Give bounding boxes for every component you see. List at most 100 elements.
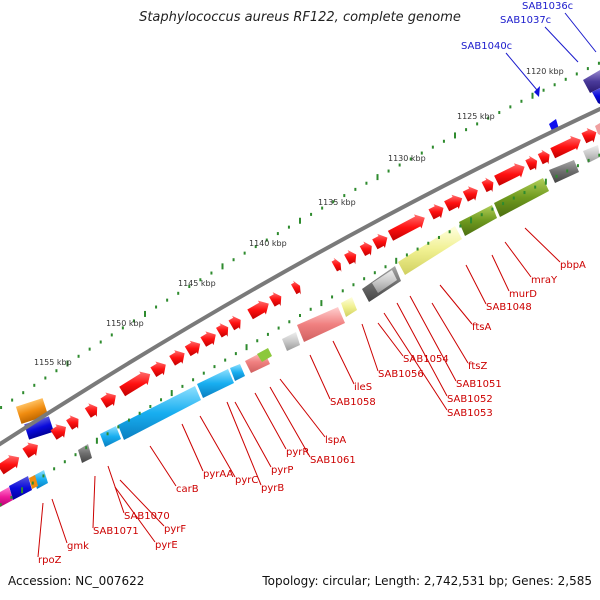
outer-tick (188, 285, 191, 289)
leader-line-blue (505, 52, 538, 91)
inner-tick (42, 474, 45, 478)
gene-label-sab1058[interactable]: SAB1058 (330, 397, 376, 408)
cog-block-olive-2[interactable] (459, 205, 497, 236)
leader-line (114, 486, 156, 543)
gene-arrow (50, 424, 66, 440)
gene-blue-block[interactable] (592, 88, 600, 104)
gene-arrow (291, 280, 301, 295)
leader-line (279, 378, 326, 438)
gene-label-murd[interactable]: murD (509, 289, 537, 300)
gene-sab1040c-arrow[interactable] (534, 86, 540, 97)
gene-arrow (269, 292, 282, 307)
gene-label-sab1054[interactable]: SAB1054 (403, 354, 449, 365)
gene-label-sab1052[interactable]: SAB1052 (447, 394, 493, 405)
cog-block-blue-2[interactable] (197, 369, 234, 398)
gene-label-carb[interactable]: carB (176, 484, 199, 495)
outer-tick (166, 298, 169, 302)
scale-label-1150: 1150 kbp (106, 319, 144, 328)
cog-block-lgray-3[interactable] (282, 332, 300, 351)
inner-tick (74, 453, 77, 457)
gene-label-iles[interactable]: ileS (354, 382, 372, 393)
cog-block-olive-3[interactable] (257, 348, 272, 362)
leader-line (181, 423, 204, 472)
outer-tick (442, 139, 445, 143)
gene-arrow (494, 163, 525, 186)
gene-label-pyraa[interactable]: pyrAA (203, 469, 233, 480)
leader-line (234, 401, 272, 468)
cog-block-blue-3[interactable] (118, 386, 201, 440)
inner-tick (331, 295, 334, 299)
gene-label-sab1061[interactable]: SAB1061 (310, 455, 356, 466)
gene-label-ftsa[interactable]: ftsA (472, 322, 491, 333)
gene-label-sab1037c[interactable]: SAB1037c (500, 15, 551, 26)
leader-line (269, 386, 311, 458)
inner-tick (416, 247, 419, 251)
gene-arrow (550, 135, 581, 159)
outer-tick (321, 206, 324, 210)
outer-tick (420, 151, 423, 155)
leader-line-blue (564, 12, 597, 53)
gene-label-ftsz[interactable]: ftsZ (468, 361, 487, 372)
outer-tick (177, 291, 180, 295)
gene-label-pyrr[interactable]: pyrR (286, 447, 309, 458)
gene-pink-block[interactable] (595, 123, 600, 135)
scale-label-1140: 1140 kbp (249, 239, 287, 248)
cog-block-gray-3[interactable] (78, 444, 92, 463)
gene-label-sab1048[interactable]: SAB1048 (486, 302, 532, 313)
inner-tick (544, 178, 547, 185)
cog-block-pink-1[interactable] (297, 307, 345, 342)
outer-tick (144, 310, 146, 317)
leader-line (199, 415, 236, 478)
gene-label-gmk[interactable]: gmk (67, 541, 89, 552)
gene-label-sab1040c[interactable]: SAB1040c (461, 41, 512, 52)
gene-label-lspa[interactable]: lspA (325, 435, 346, 446)
cog-block-lgray-1[interactable] (583, 145, 600, 163)
gene-label-sab1070[interactable]: SAB1070 (124, 511, 170, 522)
cog-block-yellow-2[interactable] (341, 297, 357, 317)
inner-tick (534, 185, 537, 189)
cog-block-blue-4[interactable] (100, 426, 121, 447)
genome-backbone (0, 106, 600, 447)
gene-label-pyrf[interactable]: pyrF (164, 524, 186, 535)
gene-label-pyrp[interactable]: pyrP (271, 465, 293, 476)
outer-tick (597, 61, 600, 65)
inner-tick (10, 495, 13, 499)
cog-block-magenta[interactable] (0, 487, 13, 507)
outer-tick (498, 111, 501, 115)
gene-label-sab1036c[interactable]: SAB1036c (522, 1, 573, 12)
gene-arrow (481, 177, 494, 193)
outer-tick (287, 225, 290, 229)
outer-tick (11, 398, 14, 402)
gene-label-pyrb[interactable]: pyrB (261, 483, 284, 494)
outer-tick (55, 369, 58, 373)
gene-label-pyrc[interactable]: pyrC (235, 475, 258, 486)
outer-tick (243, 251, 246, 255)
gene-label-sab1053[interactable]: SAB1053 (447, 408, 493, 419)
gene-purple-block[interactable] (583, 70, 600, 93)
inner-tick (566, 169, 569, 173)
gene-label-sab1056[interactable]: SAB1056 (378, 369, 424, 380)
cog-block-blue-1[interactable] (230, 364, 245, 381)
outer-tick (520, 99, 523, 103)
gene-label-pyre[interactable]: pyrE (155, 540, 178, 551)
inner-tick (576, 164, 579, 168)
gene-label-sab1051[interactable]: SAB1051 (456, 379, 502, 390)
gene-label-pbpa[interactable]: pbpA (560, 260, 586, 271)
gene-arrow (22, 442, 38, 458)
inner-tick (341, 289, 344, 293)
inner-tick (523, 191, 526, 195)
inner-tick (288, 320, 291, 324)
gene-label-mray[interactable]: mraY (531, 275, 558, 286)
cog-block-yellow-1[interactable] (398, 226, 462, 275)
gene-label-sab1071[interactable]: SAB1071 (93, 526, 139, 537)
cog-block-gray-1[interactable] (549, 160, 579, 183)
gene-label-rpoz[interactable]: rpoZ (38, 555, 62, 566)
outer-tick (553, 83, 556, 87)
cog-block-navy-2[interactable] (9, 476, 32, 500)
leader-line (504, 241, 532, 278)
cog-block-lgray-2[interactable] (372, 270, 397, 293)
accession-text: Accession: NC_007622 (8, 574, 145, 588)
leader-line (332, 340, 355, 385)
outer-tick (454, 132, 456, 139)
inner-tick (53, 467, 56, 471)
